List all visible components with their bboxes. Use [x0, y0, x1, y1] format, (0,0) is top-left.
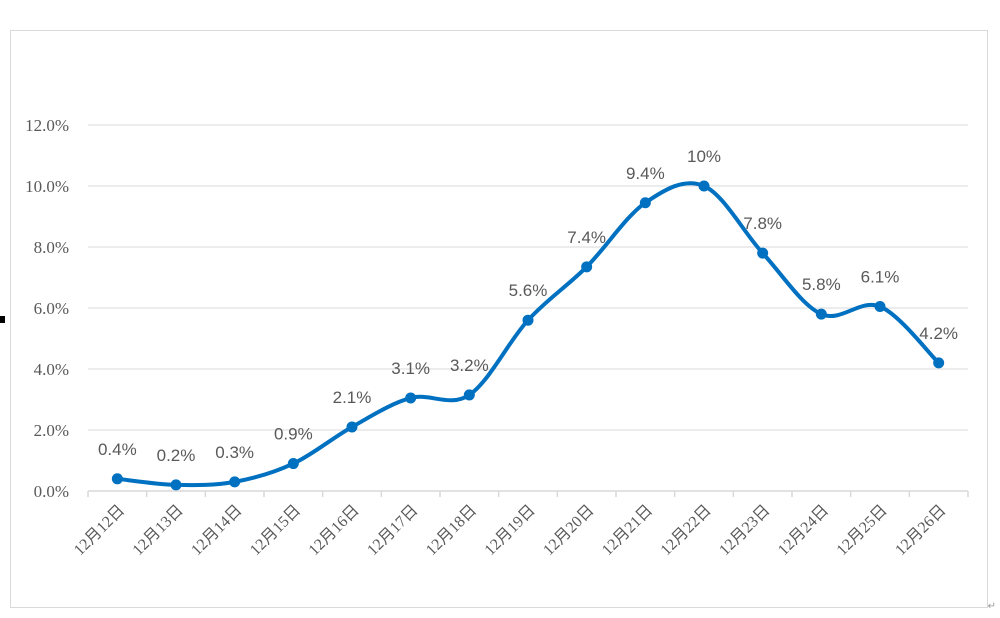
series-line: [115, 181, 941, 488]
x-tick-label: 12月20日: [540, 502, 597, 559]
data-point: [287, 458, 299, 470]
edge-marker: [0, 316, 5, 323]
data-point: [698, 180, 710, 192]
data-point: [757, 247, 769, 259]
data-point: [111, 473, 123, 485]
x-tick-label: 12月18日: [423, 502, 480, 559]
gridlines: [88, 124, 968, 431]
y-axis-ticks: 0.0% 2.0% 4.0% 6.0% 8.0% 10.0% 12.0%: [25, 116, 69, 501]
x-tick-label: 12月25日: [834, 502, 891, 559]
data-label: 5.6%: [509, 281, 548, 300]
data-label: 5.8%: [802, 275, 841, 294]
data-label: 7.8%: [743, 214, 782, 233]
x-tick-label: 12月26日: [892, 502, 949, 559]
x-tick-label: 12月24日: [775, 502, 832, 559]
x-tick-label: 12月14日: [188, 502, 245, 559]
data-label: 0.2%: [157, 446, 196, 465]
data-point: [170, 479, 182, 491]
data-label: 0.9%: [274, 425, 313, 444]
data-label: 0.3%: [215, 443, 254, 462]
data-label: 10%: [687, 147, 721, 166]
y-tick-label: 12.0%: [25, 116, 69, 135]
data-point: [933, 357, 945, 369]
data-label: 4.2%: [919, 324, 958, 343]
data-label: 9.4%: [626, 164, 665, 183]
y-tick-label: 0.0%: [34, 482, 69, 501]
chart-frame: [10, 30, 988, 608]
data-point: [522, 314, 534, 326]
data-label: 7.4%: [567, 228, 606, 247]
x-tick-label: 12月15日: [247, 502, 304, 559]
y-tick-label: 2.0%: [34, 421, 69, 440]
y-tick-label: 6.0%: [34, 299, 69, 318]
data-labels: 0.4% 0.2% 0.3% 0.9% 2.1% 3.1% 3.2% 5.6% 7.4% 9.4%…: [98, 147, 958, 465]
y-tick-label: 4.0%: [34, 360, 69, 379]
y-tick-label: 10.0%: [25, 177, 69, 196]
data-point: [229, 476, 241, 488]
data-label: 3.1%: [391, 359, 430, 378]
data-label: 0.4%: [98, 440, 137, 459]
x-axis: [87, 490, 969, 497]
x-tick-label: 12月13日: [130, 502, 187, 559]
x-tick-label: 12月21日: [599, 502, 656, 559]
data-label: 6.1%: [861, 267, 900, 286]
x-tick-label: 12月12日: [71, 502, 128, 559]
data-point: [815, 308, 827, 320]
data-point: [874, 300, 886, 312]
data-label: 3.2%: [450, 356, 489, 375]
data-points: [111, 180, 945, 491]
x-axis-ticks: 12月12日 12月13日 12月14日 12月15日 12月16日 12月17日 12月1…: [71, 502, 950, 559]
data-point: [463, 389, 475, 401]
data-point: [581, 261, 593, 273]
data-point: [639, 197, 651, 209]
x-tick-label: 12月22日: [658, 502, 715, 559]
corner-mark: ↵: [987, 601, 996, 612]
y-tick-label: 8.0%: [34, 238, 69, 257]
data-point: [346, 421, 358, 433]
data-label: 2.1%: [333, 388, 372, 407]
x-tick-label: 12月17日: [364, 502, 421, 559]
x-tick-label: 12月23日: [716, 502, 773, 559]
x-tick-label: 12月19日: [482, 502, 539, 559]
x-tick-label: 12月16日: [306, 502, 363, 559]
data-point: [405, 392, 417, 404]
